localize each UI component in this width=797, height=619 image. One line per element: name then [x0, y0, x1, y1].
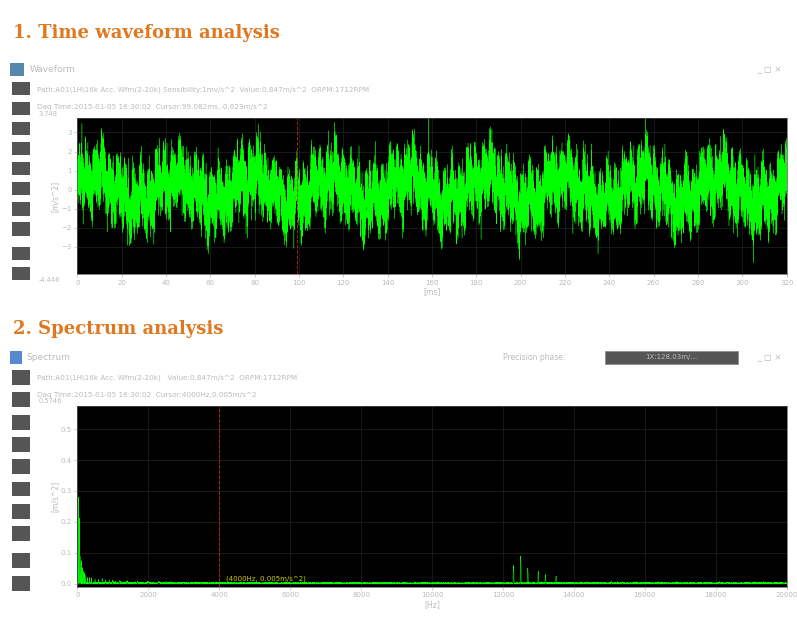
Bar: [10, 63, 25, 76]
Bar: [12, 459, 29, 474]
Text: Waveform: Waveform: [30, 65, 76, 74]
Bar: [12, 553, 29, 568]
Bar: [12, 162, 29, 175]
Text: Path:A01\1H\16k Acc. Wfm(2-20k)   Value:0.847m/s^2  ORPM:1712RPM: Path:A01\1H\16k Acc. Wfm(2-20k) Value:0.…: [37, 374, 297, 381]
FancyBboxPatch shape: [605, 350, 738, 365]
Bar: [12, 122, 29, 136]
Text: Precision phase:: Precision phase:: [503, 353, 565, 362]
Bar: [12, 415, 29, 430]
X-axis label: [ms]: [ms]: [423, 287, 441, 296]
Bar: [12, 247, 29, 260]
Bar: [12, 222, 29, 236]
Bar: [12, 267, 29, 280]
Bar: [12, 482, 29, 496]
Text: _ □ ×: _ □ ×: [757, 353, 781, 362]
Text: _ □ ×: _ □ ×: [757, 65, 781, 74]
Bar: [12, 370, 29, 385]
Text: (4000Hz, 0.005m/s^2): (4000Hz, 0.005m/s^2): [226, 575, 306, 581]
Bar: [12, 504, 29, 519]
Text: 1. Time waveform analysis: 1. Time waveform analysis: [13, 24, 280, 42]
Bar: [12, 182, 29, 196]
Text: -4.446: -4.446: [38, 277, 60, 284]
Y-axis label: [m/s^2]: [m/s^2]: [50, 481, 59, 512]
Bar: [12, 202, 29, 215]
Bar: [12, 102, 29, 115]
Text: 2. Spectrum analysis: 2. Spectrum analysis: [13, 319, 223, 337]
Text: 1X:128.03m/...: 1X:128.03m/...: [646, 355, 697, 360]
Bar: [12, 576, 29, 591]
Y-axis label: [m/s^2]: [m/s^2]: [51, 181, 60, 212]
Text: Path:A01\1H\16k Acc. Wfm(2-20k) Sensibility:1mv/s^2  Value:0.847m/s^2  ORPM:1712: Path:A01\1H\16k Acc. Wfm(2-20k) Sensibil…: [37, 86, 369, 93]
Text: 3.748: 3.748: [38, 111, 57, 116]
Bar: [10, 352, 22, 364]
X-axis label: [Hz]: [Hz]: [424, 600, 440, 608]
Bar: [12, 526, 29, 541]
Bar: [12, 437, 29, 452]
Text: Daq Time:2015-01-05 16:30:02  Cursor:4000Hz,0.005m/s^2: Daq Time:2015-01-05 16:30:02 Cursor:4000…: [37, 392, 257, 398]
Bar: [12, 392, 29, 407]
Text: Daq Time:2015-01-05 16:30:02  Cursor:99.082ms,-0.629m/s^2: Daq Time:2015-01-05 16:30:02 Cursor:99.0…: [37, 104, 268, 110]
Bar: [12, 142, 29, 155]
Text: 0.5746: 0.5746: [38, 398, 61, 404]
Text: Spectrum: Spectrum: [26, 353, 70, 362]
Bar: [12, 82, 29, 95]
